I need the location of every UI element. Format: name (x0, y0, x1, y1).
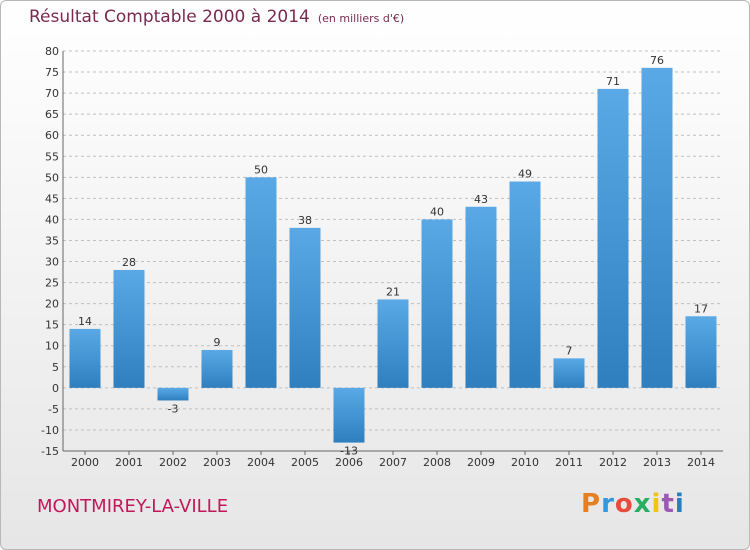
data-label: -3 (168, 402, 179, 415)
bar-2004 (245, 177, 277, 388)
y-tick-label: -15 (41, 445, 59, 458)
y-tick-label: 80 (45, 45, 59, 58)
bar-2012 (597, 88, 629, 388)
data-label: 9 (214, 336, 221, 349)
bar-2014 (685, 316, 717, 388)
logo-letter: x (633, 489, 652, 519)
x-tick-label: 2014 (687, 456, 715, 469)
data-label: 76 (650, 54, 664, 67)
data-label: 49 (518, 168, 532, 181)
x-tick-label: 2005 (291, 456, 319, 469)
y-tick-label: 35 (45, 234, 59, 247)
proxiti-logo[interactable]: Proxiti (581, 489, 685, 519)
y-tick-label: 25 (45, 277, 59, 290)
chart-subtitle: (en milliers d'€) (317, 12, 405, 25)
y-tick-label: 40 (45, 213, 59, 226)
y-tick-label: 50 (45, 171, 59, 184)
data-label: 28 (122, 256, 136, 269)
x-tick-label: 2010 (511, 456, 539, 469)
data-label: 40 (430, 205, 444, 218)
y-tick-label: 15 (45, 319, 59, 332)
data-label: 7 (566, 344, 573, 357)
commune-name: MONTMIREY-LA-VILLE (37, 496, 229, 517)
x-tick-label: 2012 (599, 456, 627, 469)
y-tick-label: 10 (45, 340, 59, 353)
data-label: 50 (254, 163, 268, 176)
y-tick-label: 55 (45, 150, 59, 163)
logo-letter: i (651, 489, 662, 519)
bar-2008 (421, 219, 453, 388)
x-tick-label: 2011 (555, 456, 583, 469)
x-tick-label: 2003 (203, 456, 231, 469)
bar-2003 (201, 349, 233, 388)
data-label: 38 (298, 214, 312, 227)
x-tick-label: 2006 (335, 456, 363, 469)
x-tick-label: 2008 (423, 456, 451, 469)
bar-2005 (289, 227, 321, 388)
y-tick-label: 65 (45, 108, 59, 121)
x-tick-label: 2004 (247, 456, 275, 469)
y-tick-label: -5 (48, 403, 59, 416)
y-tick-label: 0 (52, 382, 59, 395)
x-tick-label: 2013 (643, 456, 671, 469)
bar-2006 (333, 387, 365, 443)
x-tick-label: 2001 (115, 456, 143, 469)
logo-letter: P (581, 489, 602, 519)
bar-2010 (509, 181, 541, 388)
data-label: 17 (694, 302, 708, 315)
chart-title: Résultat Comptable 2000 à 2014 (en millie… (29, 7, 404, 27)
bar-2002 (157, 387, 189, 401)
chart-title-text: Résultat Comptable 2000 à 2014 (29, 7, 310, 27)
x-tick-label: 2000 (71, 456, 99, 469)
bar-2001 (113, 269, 145, 388)
y-tick-label: 45 (45, 192, 59, 205)
y-tick-label: -10 (41, 424, 59, 437)
x-tick-label: 2009 (467, 456, 495, 469)
logo-letter: r (601, 489, 615, 519)
logo-letter: o (614, 489, 634, 519)
data-label: 21 (386, 285, 400, 298)
y-tick-label: 20 (45, 298, 59, 311)
y-tick-label: 30 (45, 256, 59, 269)
bar-2007 (377, 299, 409, 388)
data-label: -13 (340, 445, 358, 458)
x-tick-label: 2007 (379, 456, 407, 469)
y-tick-label: 75 (45, 66, 59, 79)
bar-2009 (465, 206, 497, 388)
logo-letter: i (674, 489, 685, 519)
logo-letter: t (661, 489, 675, 519)
bar-2011 (553, 358, 585, 388)
data-label: 14 (78, 315, 92, 328)
bar-2013 (641, 67, 673, 388)
y-tick-label: 60 (45, 129, 59, 142)
data-label: 71 (606, 75, 620, 88)
data-label: 43 (474, 193, 488, 206)
bar-2000 (69, 328, 101, 388)
y-tick-label: 70 (45, 87, 59, 100)
x-tick-label: 2002 (159, 456, 187, 469)
y-tick-label: 5 (52, 361, 59, 374)
